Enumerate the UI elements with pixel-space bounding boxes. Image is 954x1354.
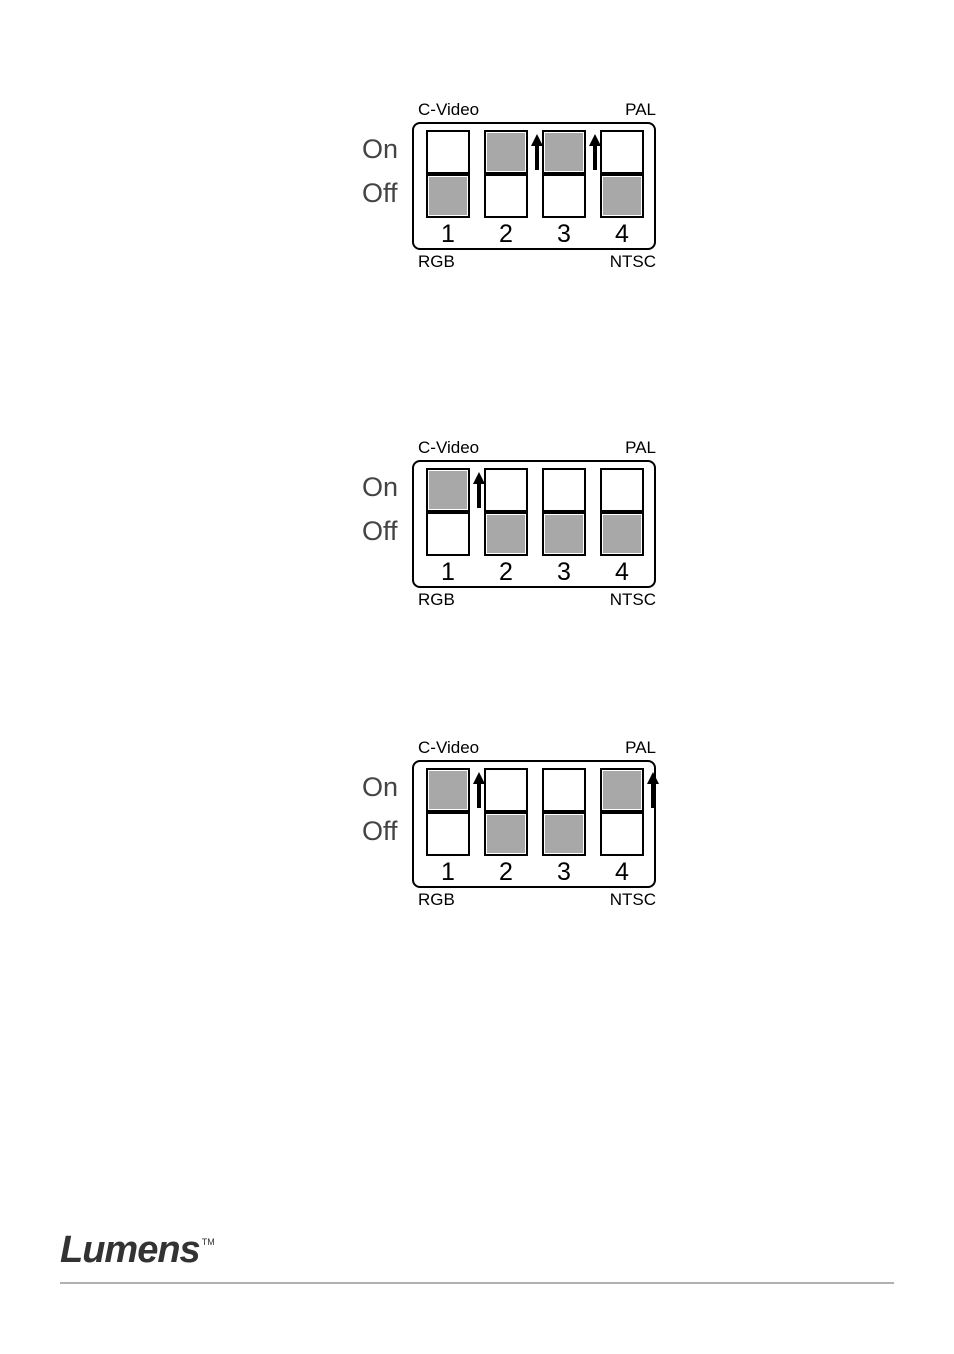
label-cvideo: C-Video — [418, 738, 479, 758]
switch-knob — [603, 771, 641, 809]
switch-3: 3 — [542, 130, 586, 246]
page: C-Video PAL On Off 1 2 — [0, 0, 954, 1354]
switch-number: 3 — [542, 220, 586, 249]
switch-knob — [487, 133, 525, 171]
slot-off — [484, 174, 528, 218]
top-labels: C-Video PAL — [362, 738, 658, 760]
switch-number: 1 — [426, 858, 470, 887]
label-rgb: RGB — [418, 890, 455, 910]
switch-number: 4 — [600, 858, 644, 887]
switch-knob — [429, 771, 467, 809]
slot-off — [426, 512, 470, 556]
bottom-labels: RGB NTSC — [362, 888, 658, 910]
switch-4: 4 — [600, 768, 644, 884]
label-ntsc: NTSC — [610, 252, 656, 272]
switch-frame: 1 2 3 4 — [412, 460, 656, 588]
switch-number: 2 — [484, 858, 528, 887]
switch-4: 4 — [600, 468, 644, 584]
label-cvideo: C-Video — [418, 100, 479, 120]
switch-knob — [603, 177, 641, 215]
dip-switch-diagram-2: C-Video PAL On Off 1 2 — [362, 438, 658, 610]
switch-knob — [429, 177, 467, 215]
switch-knob — [487, 815, 525, 853]
slot-on — [600, 468, 644, 512]
switch-1: 1 — [426, 468, 470, 584]
label-ntsc: NTSC — [610, 890, 656, 910]
label-off: Off — [362, 178, 398, 209]
switch-knob — [487, 515, 525, 553]
bottom-labels: RGB NTSC — [362, 250, 658, 272]
footer-divider — [60, 1282, 894, 1284]
switch-frame: 1 2 3 — [412, 122, 656, 250]
switch-number: 1 — [426, 558, 470, 587]
label-cvideo: C-Video — [418, 438, 479, 458]
slot-on — [426, 130, 470, 174]
slot-on — [542, 468, 586, 512]
switch-knob — [545, 815, 583, 853]
label-rgb: RGB — [418, 252, 455, 272]
label-off: Off — [362, 516, 398, 547]
label-on: On — [362, 772, 398, 803]
top-labels: C-Video PAL — [362, 100, 658, 122]
label-off: Off — [362, 816, 398, 847]
switch-2: 2 — [484, 130, 528, 246]
switch-frame: 1 2 3 — [412, 760, 656, 888]
switch-number: 4 — [600, 220, 644, 249]
switch-number: 3 — [542, 858, 586, 887]
switch-number: 3 — [542, 558, 586, 587]
top-labels: C-Video PAL — [362, 438, 658, 460]
slot-on — [600, 130, 644, 174]
switch-2: 2 — [484, 768, 528, 884]
logo-tm: TM — [202, 1237, 215, 1247]
switch-number: 4 — [600, 558, 644, 587]
logo-text: Lumens — [60, 1229, 200, 1272]
switch-1: 1 — [426, 768, 470, 884]
slot-on — [484, 768, 528, 812]
dip-switch-diagram-1: C-Video PAL On Off 1 2 — [362, 100, 658, 272]
label-pal: PAL — [625, 100, 656, 120]
switch-knob — [603, 515, 641, 553]
slot-off — [600, 812, 644, 856]
switch-3: 3 — [542, 468, 586, 584]
slot-on — [484, 468, 528, 512]
label-rgb: RGB — [418, 590, 455, 610]
label-ntsc: NTSC — [610, 590, 656, 610]
switch-number: 2 — [484, 558, 528, 587]
switch-2: 2 — [484, 468, 528, 584]
bottom-labels: RGB NTSC — [362, 588, 658, 610]
slot-off — [542, 174, 586, 218]
label-on: On — [362, 472, 398, 503]
switch-number: 2 — [484, 220, 528, 249]
switch-knob — [429, 471, 467, 509]
switch-number: 1 — [426, 220, 470, 249]
switch-1: 1 — [426, 130, 470, 246]
slot-off — [426, 812, 470, 856]
label-on: On — [362, 134, 398, 165]
switch-knob — [545, 515, 583, 553]
slot-on — [542, 768, 586, 812]
label-pal: PAL — [625, 738, 656, 758]
logo: Lumens TM — [60, 1229, 215, 1272]
label-pal: PAL — [625, 438, 656, 458]
switch-knob — [545, 133, 583, 171]
switch-4: 4 — [600, 130, 644, 246]
arrow-up-icon — [644, 768, 662, 812]
dip-switch-diagram-3: C-Video PAL On Off 1 2 — [362, 738, 658, 910]
switch-3: 3 — [542, 768, 586, 884]
